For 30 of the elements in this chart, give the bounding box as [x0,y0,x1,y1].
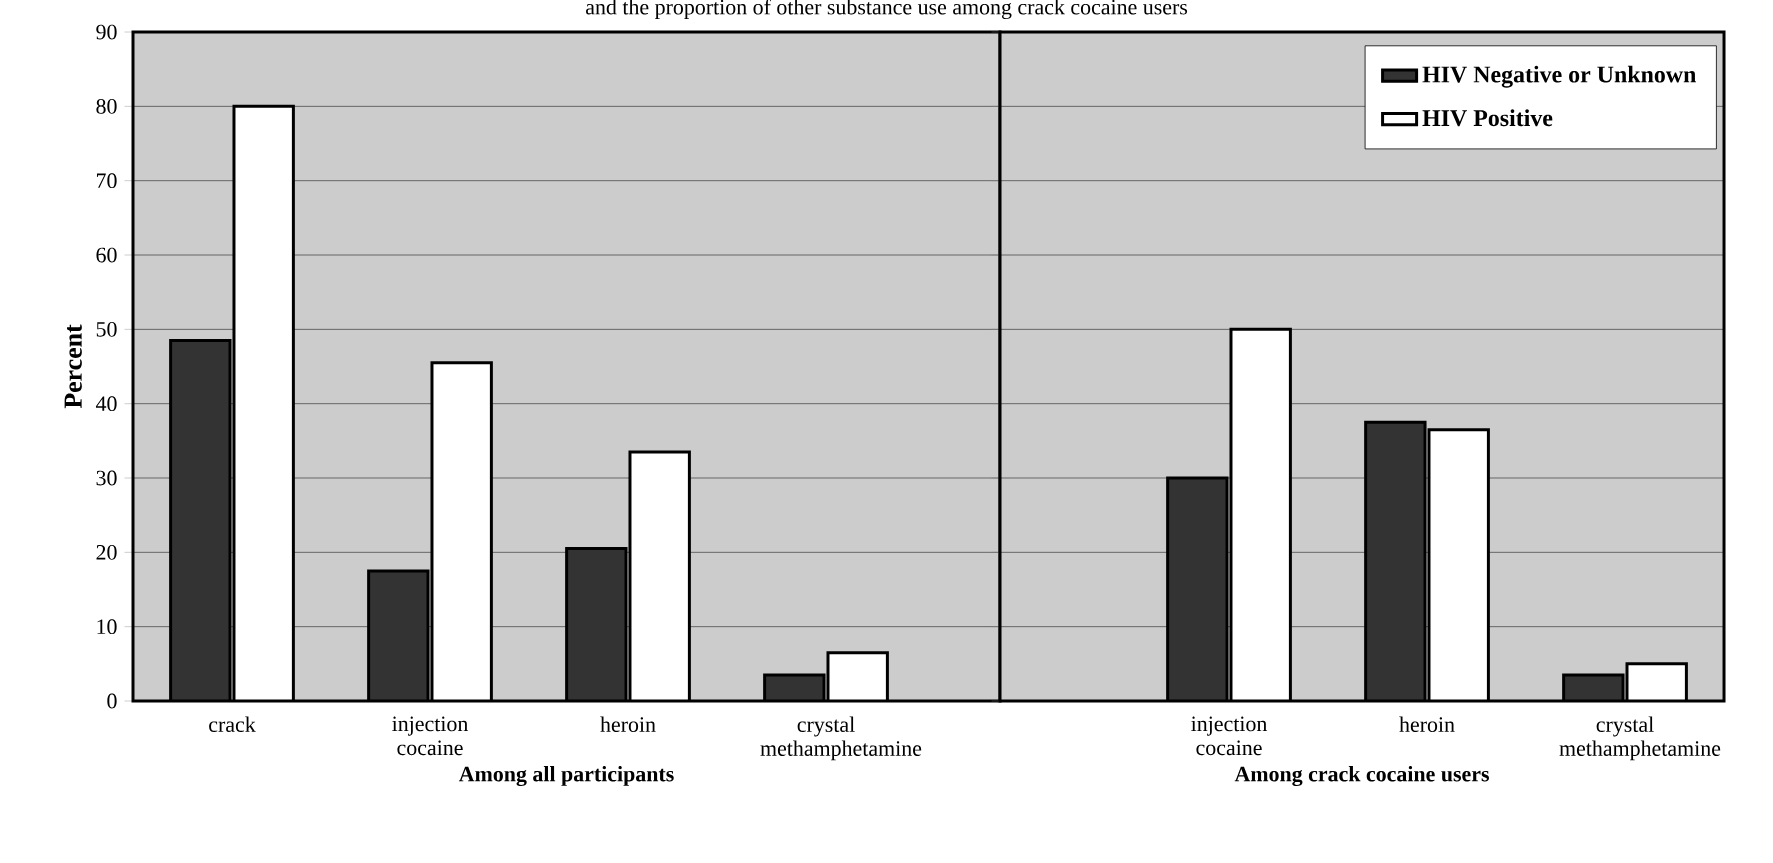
bar [430,361,493,701]
x-tick-label: crystal methamphetamine [1559,716,1721,761]
y-tick-label: 0 [107,693,117,709]
x-tick-label: crack [209,716,256,732]
y-tick-label: 80 [96,98,117,114]
x-tick-label: injection cocaine [392,716,469,756]
y-tick-label: 10 [97,619,117,635]
y-tick-label: 40 [95,396,117,412]
bar [628,450,691,701]
bar [826,651,889,701]
x-tick-label: crystal methamphetamine [760,716,922,761]
y-tick-label: 50 [96,321,117,337]
bar [1625,662,1688,701]
y-tick-label: 70 [96,173,117,189]
bar [367,569,430,701]
legend-label: HIV Negative or Unknown [1422,65,1697,88]
y-tick-label: 60 [96,247,117,263]
bar [565,547,628,701]
x-axis-title: Among crack cocaine users [1234,766,1489,787]
x-tick-label: injection cocaine [1191,716,1268,756]
y-axis-title: Percent [64,324,82,409]
y-tick-label: 20 [96,544,117,560]
x-tick-label: heroin [1399,716,1455,732]
bar [1427,428,1490,701]
bar [1166,476,1229,701]
y-tick-label: 90 [96,24,117,40]
y-tick-label: 30 [96,470,117,486]
x-axis-title: Among all participants [458,766,674,787]
legend-label: HIV Positive [1422,109,1553,127]
x-tick-label: heroin [600,716,656,732]
